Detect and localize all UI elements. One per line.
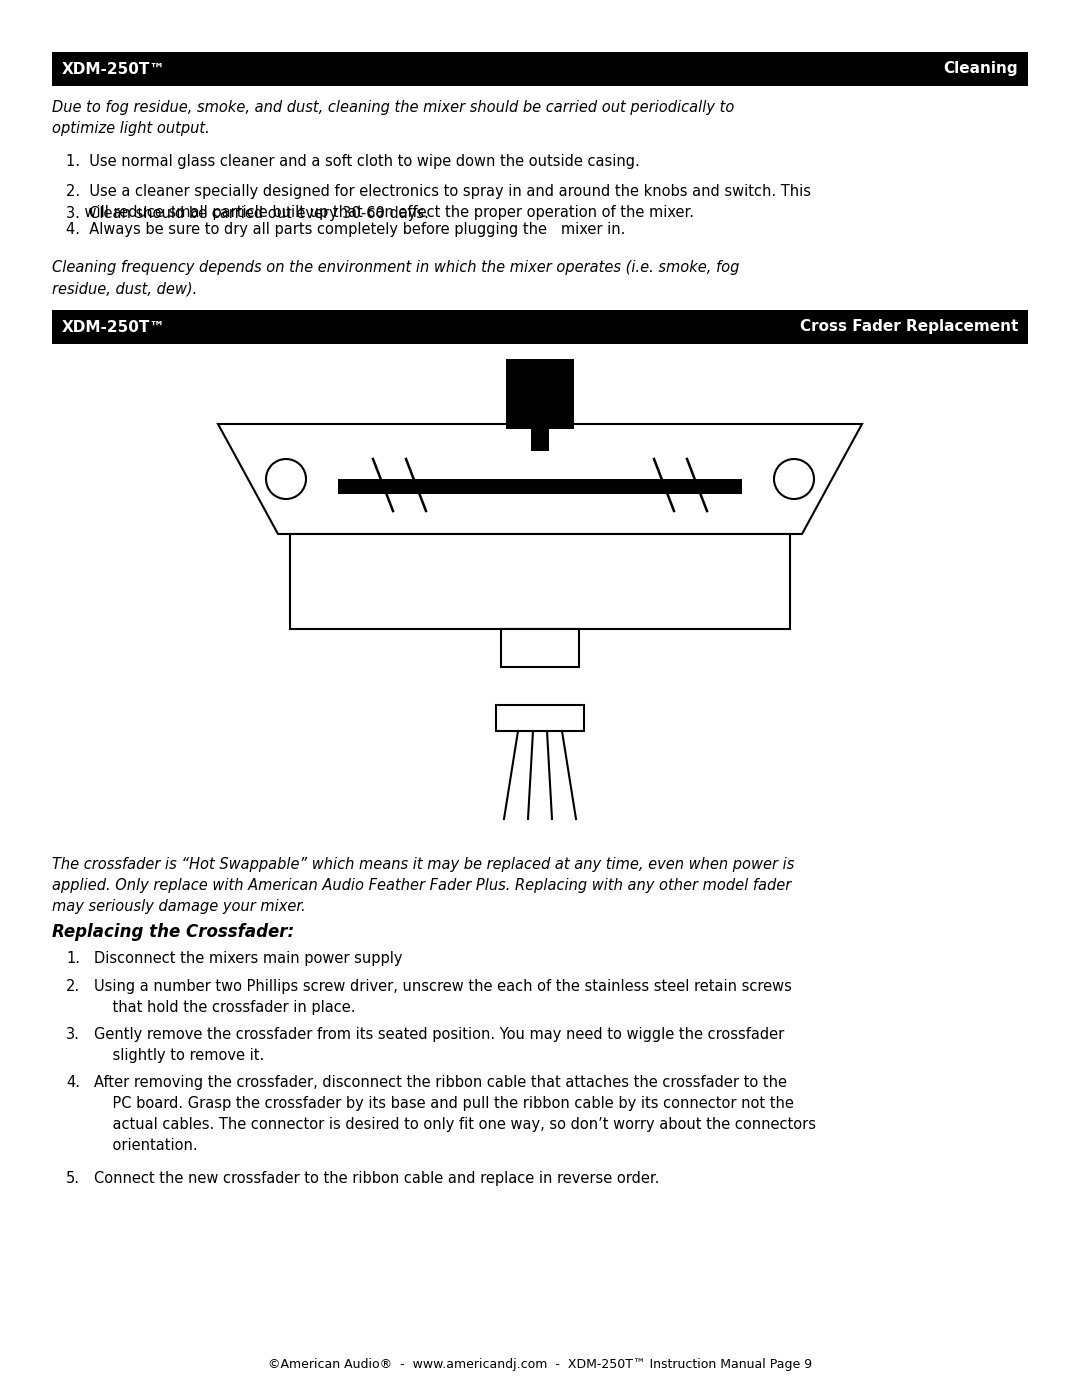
Bar [291,534,789,629]
Text: Disconnect the mixers main power supply: Disconnect the mixers main power supply [94,951,403,965]
Bar [496,705,584,731]
Text: 5.: 5. [66,1171,80,1186]
Text: 4.: 4. [66,1076,80,1090]
Text: 2.: 2. [66,979,80,995]
Text: Connect the new crossfader to the ribbon cable and replace in reverse order.: Connect the new crossfader to the ribbon… [94,1171,660,1186]
Bar [52,310,1028,344]
Bar [531,429,549,451]
Text: Cross Fader Replacement: Cross Fader Replacement [799,320,1018,334]
Text: 4.  Always be sure to dry all parts completely before plugging the   mixer in.: 4. Always be sure to dry all parts compl… [66,222,625,237]
Text: XDM-250T™: XDM-250T™ [62,61,165,77]
Text: The crossfader is “Hot Swappable” which means it may be replaced at any time, ev: The crossfader is “Hot Swappable” which … [52,856,795,914]
Text: 2.  Use a cleaner specially designed for electronics to spray in and around the : 2. Use a cleaner specially designed for … [66,184,811,219]
Bar [501,629,579,666]
Bar [52,52,1028,87]
Text: 3.  Clean should be carried out every 30-60 days.: 3. Clean should be carried out every 30-… [66,205,429,221]
Circle shape [774,460,814,499]
Text: 1.: 1. [66,951,80,965]
Text: Cleaning: Cleaning [943,61,1018,77]
Circle shape [266,460,306,499]
Text: Due to fog residue, smoke, and dust, cleaning the mixer should be carried out pe: Due to fog residue, smoke, and dust, cle… [52,101,734,136]
Text: ©American Audio®  -  www.americandj.com  -  XDM-250T™ Instruction Manual Page 9: ©American Audio® - www.americandj.com - … [268,1358,812,1370]
Text: Using a number two Phillips screw driver, unscrew the each of the stainless stee: Using a number two Phillips screw driver… [94,979,792,1016]
Bar [338,479,742,495]
Text: 1.  Use normal glass cleaner and a soft cloth to wipe down the outside casing.: 1. Use normal glass cleaner and a soft c… [66,154,639,169]
Text: 3.: 3. [66,1027,80,1042]
Text: Gently remove the crossfader from its seated position. You may need to wiggle th: Gently remove the crossfader from its se… [94,1027,784,1063]
Bar [507,359,573,429]
Text: XDM-250T™: XDM-250T™ [62,320,165,334]
Text: Replacing the Crossfader:: Replacing the Crossfader: [52,923,294,942]
Text: Cleaning frequency depends on the environment in which the mixer operates (i.e. : Cleaning frequency depends on the enviro… [52,260,740,296]
Polygon shape [218,425,862,534]
Text: After removing the crossfader, disconnect the ribbon cable that attaches the cro: After removing the crossfader, disconnec… [94,1076,816,1153]
